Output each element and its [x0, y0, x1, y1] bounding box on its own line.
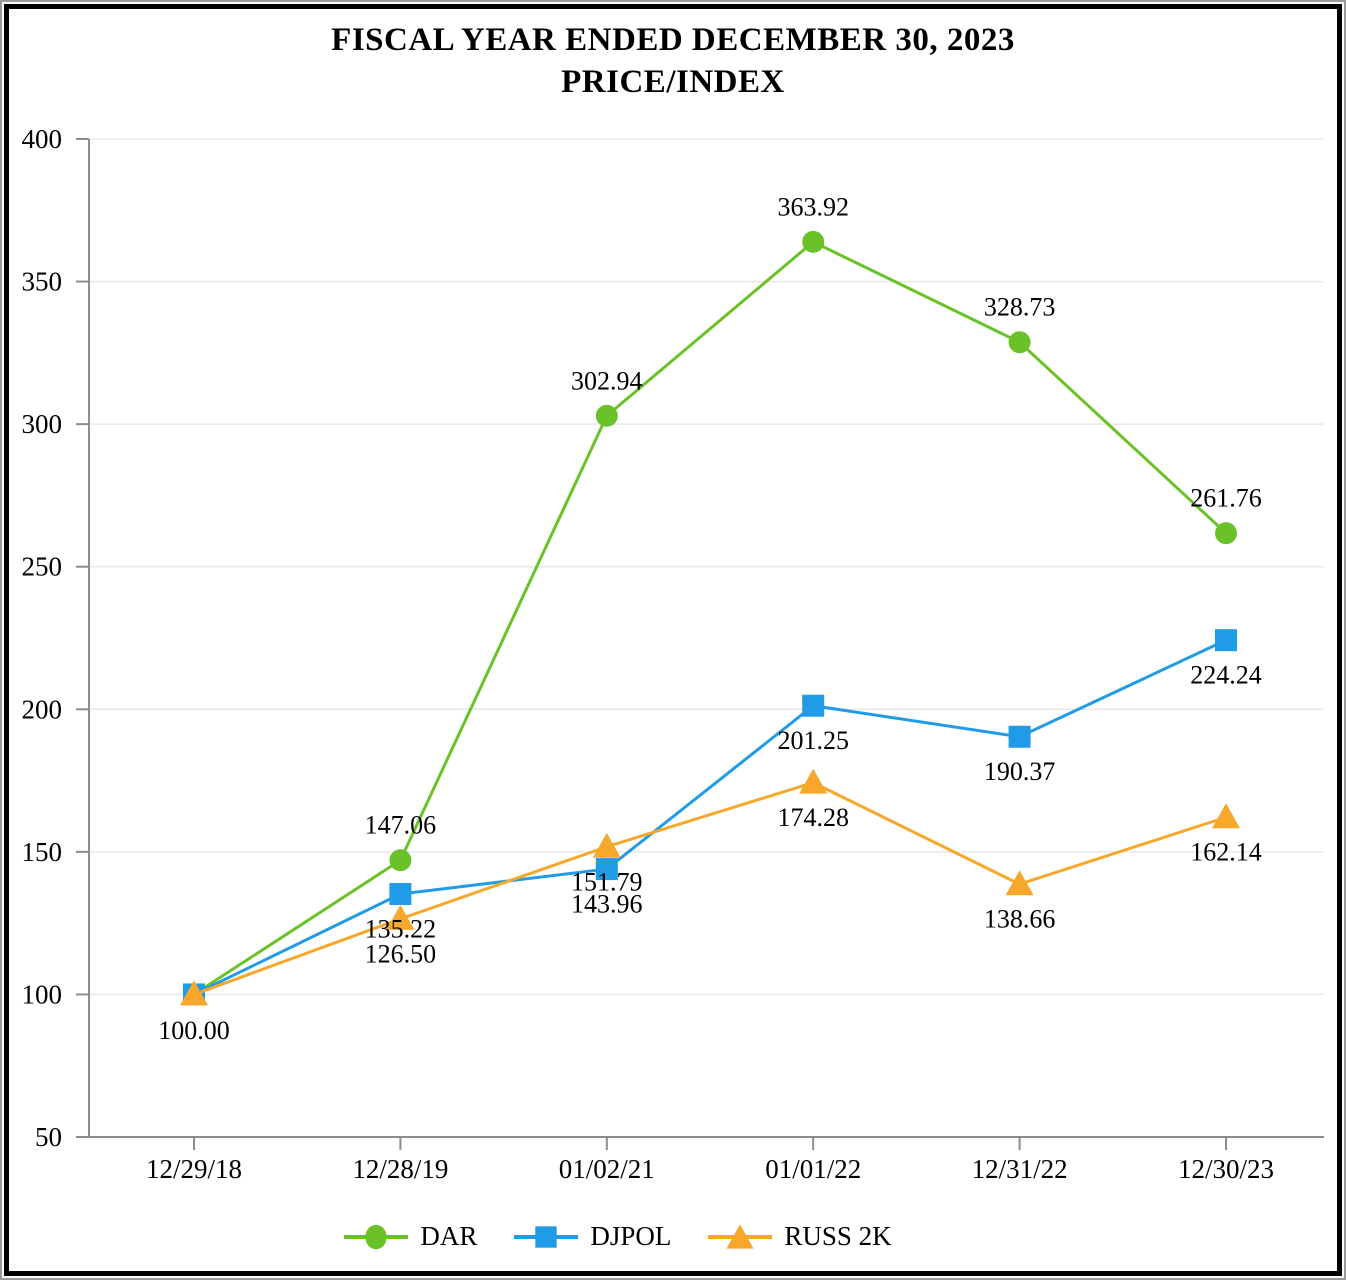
legend-label-russ2k: RUSS 2K — [784, 1221, 891, 1252]
y-tick-label: 250 — [22, 552, 63, 582]
djpol-square-marker — [1009, 726, 1031, 748]
legend-circle — [366, 1224, 387, 1248]
dar-circle-marker — [1009, 331, 1031, 353]
chart-legend: DAR DJPOL RUSS 2K — [9, 1221, 1225, 1252]
point-label: 126.50 — [365, 939, 437, 968]
point-label: 328.73 — [984, 293, 1056, 322]
legend-item-djpol: DJPOL — [512, 1221, 671, 1252]
djpol-square-marker — [389, 883, 411, 905]
y-tick-label: 100 — [22, 979, 63, 1009]
djpol-line — [194, 640, 1226, 994]
legend-item-dar: DAR — [342, 1221, 477, 1252]
point-label: 100.00 — [158, 1016, 230, 1045]
y-tick-label: 300 — [22, 409, 63, 439]
point-label: 201.25 — [777, 726, 849, 755]
y-tick-label: 50 — [35, 1122, 62, 1152]
dar-circle-marker — [802, 231, 824, 253]
x-tick-label: 01/02/21 — [559, 1154, 655, 1184]
legend-label-djpol: DJPOL — [590, 1221, 671, 1252]
djpol-square-marker — [1215, 629, 1237, 651]
x-tick-label: 12/29/18 — [146, 1154, 242, 1184]
y-tick-label: 400 — [22, 124, 63, 154]
x-tick-label: 12/28/19 — [352, 1154, 448, 1184]
dar-circle-marker — [389, 849, 411, 871]
x-tick-label: 01/01/22 — [765, 1154, 861, 1184]
djpol-square-marker — [802, 695, 824, 717]
point-label: 174.28 — [777, 803, 849, 832]
legend-item-russ2k: RUSS 2K — [706, 1221, 891, 1252]
y-tick-label: 350 — [22, 267, 63, 297]
y-tick-label: 150 — [22, 837, 63, 867]
russ2k-triangle-marker — [1212, 803, 1240, 828]
dar-circle-marker — [596, 405, 618, 427]
point-label: 363.92 — [777, 192, 849, 221]
russ2k-triangle-marker — [1006, 870, 1034, 895]
point-label: 302.94 — [571, 366, 643, 395]
legend-label-dar: DAR — [420, 1221, 477, 1252]
djpol-square-legend-icon — [512, 1222, 580, 1252]
russ2k-triangle-marker — [799, 769, 827, 794]
dar-line — [194, 242, 1226, 995]
dar-circle-marker — [1215, 522, 1237, 544]
point-label: 138.66 — [984, 905, 1056, 934]
point-label: 190.37 — [984, 757, 1056, 786]
dar-circle-legend-icon — [342, 1222, 410, 1252]
point-label: 261.76 — [1190, 484, 1262, 513]
y-tick-label: 200 — [22, 694, 63, 724]
point-label: 224.24 — [1190, 661, 1262, 690]
x-tick-label: 12/31/22 — [972, 1154, 1068, 1184]
chart-frame: FISCAL YEAR ENDED DECEMBER 30, 2023 PRIC… — [4, 4, 1342, 1276]
russ2k-line — [194, 783, 1226, 995]
russ2k-triangle-legend-icon — [706, 1222, 774, 1252]
point-label: 151.79 — [571, 867, 643, 896]
x-tick-label: 12/30/23 — [1178, 1154, 1274, 1184]
point-label: 147.06 — [365, 811, 437, 840]
legend-square — [536, 1226, 557, 1247]
point-label: 162.14 — [1190, 838, 1262, 867]
